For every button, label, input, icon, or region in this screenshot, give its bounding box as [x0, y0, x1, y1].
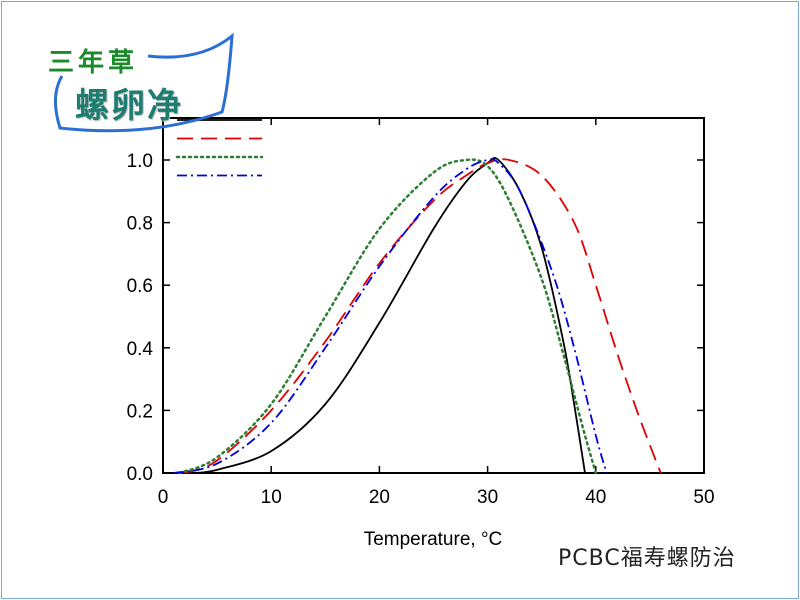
plot-frame [162, 117, 705, 474]
logo-brand: 三年草 [48, 48, 139, 78]
logo-product: 螺卵净 [75, 86, 183, 126]
series-line-1 [195, 157, 586, 474]
y-tick-label: 0.8 [127, 214, 153, 235]
x-tick-label: 0 [158, 487, 169, 508]
x-tick-label: 20 [369, 487, 390, 508]
x-tick-label: 40 [585, 487, 606, 508]
y-tick-label: 0.0 [127, 464, 153, 485]
x-tick-label: 30 [477, 487, 498, 508]
y-tick-label: 0.6 [127, 276, 153, 297]
x-axis-label: Temperature, °C [364, 529, 503, 550]
series-line-3 [177, 158, 598, 475]
x-tick-label: 50 [693, 487, 714, 508]
y-tick-label: 0.2 [127, 401, 153, 422]
series-line-2 [184, 158, 662, 474]
x-tick-label: 10 [261, 487, 282, 508]
footer-text: PCBC福寿螺防治 [558, 546, 736, 571]
logo-swoosh [54, 32, 234, 133]
y-tick-label: 1.0 [127, 151, 153, 172]
y-tick-label: 0.4 [127, 339, 154, 360]
series-line-4 [173, 158, 608, 474]
